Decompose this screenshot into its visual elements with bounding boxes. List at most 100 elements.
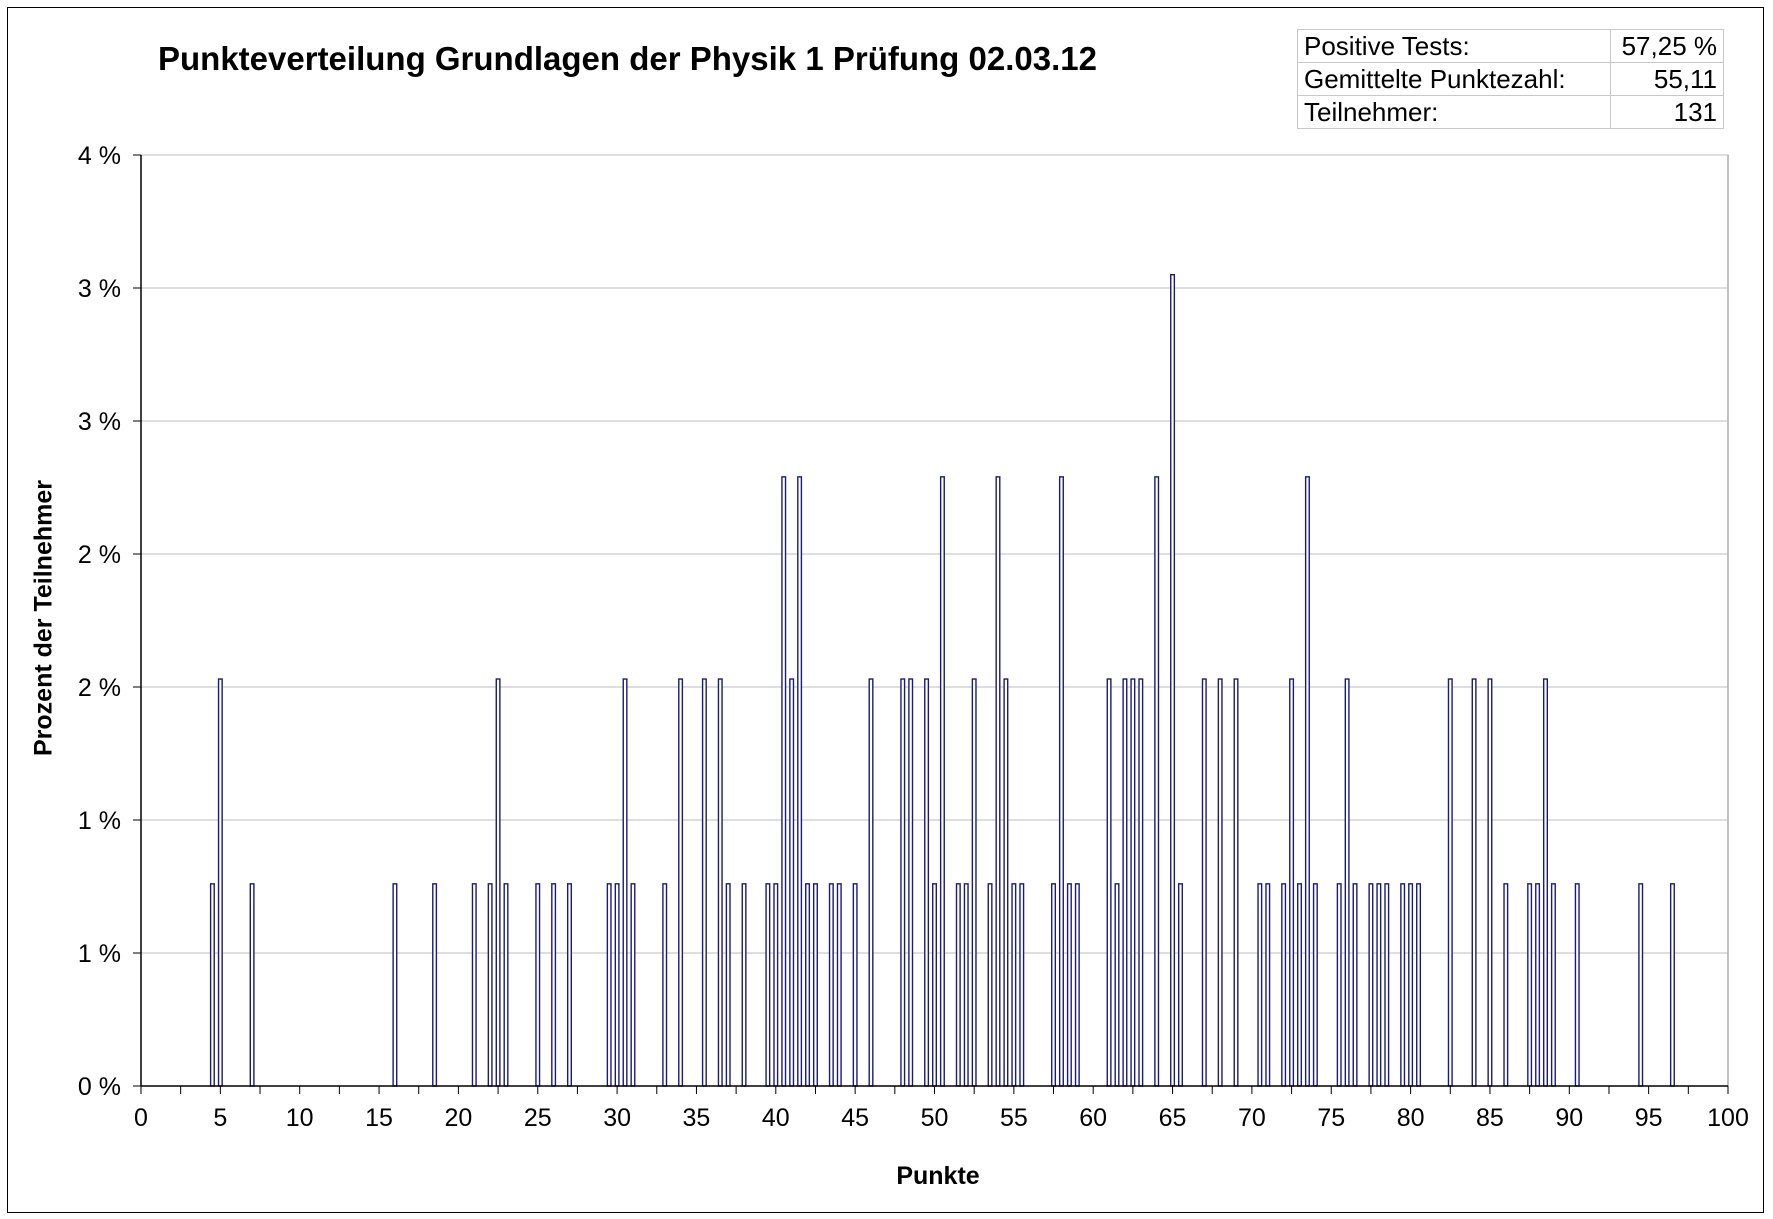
histogram-bar (1638, 883, 1644, 1087)
histogram-bar (987, 883, 993, 1087)
histogram-bar (630, 883, 636, 1087)
histogram-bar (717, 678, 723, 1087)
histogram-bar (1138, 678, 1144, 1087)
x-tick-label: 20 (444, 1104, 472, 1132)
histogram-bar (1066, 883, 1072, 1087)
histogram-bar (1201, 678, 1207, 1087)
histogram-bar (868, 678, 874, 1087)
y-tick-label: 3 % (78, 275, 121, 303)
y-tick-label: 1 % (78, 807, 121, 835)
histogram-bar (249, 883, 255, 1087)
stats-value: 131 (1610, 95, 1724, 129)
histogram-bar (1154, 476, 1160, 1087)
x-tick-label: 45 (841, 1104, 869, 1132)
x-tick-label: 50 (921, 1104, 949, 1132)
histogram-bar (1400, 883, 1406, 1087)
histogram-bar (566, 883, 572, 1087)
histogram-bar (1312, 883, 1318, 1087)
x-tick-label: 60 (1079, 1104, 1107, 1132)
x-tick-label: 55 (1000, 1104, 1028, 1132)
x-tick-label: 85 (1476, 1104, 1504, 1132)
stats-value: 55,11 (1610, 62, 1724, 96)
histogram-bar (614, 883, 620, 1087)
histogram-bar (1336, 883, 1342, 1087)
x-tick-label: 10 (286, 1104, 314, 1132)
histogram-bar (939, 476, 945, 1087)
y-tick-label: 0 % (78, 1073, 121, 1101)
histogram-bar (1265, 883, 1271, 1087)
histogram-bar (1384, 883, 1390, 1087)
histogram-bar (503, 883, 509, 1087)
histogram-bar (1019, 883, 1025, 1087)
histogram-bar (1416, 883, 1422, 1087)
histogram-bar (773, 883, 779, 1087)
histogram-bar (805, 883, 811, 1087)
y-tick-label: 2 % (78, 674, 121, 702)
histogram-bar (1281, 883, 1287, 1087)
histogram-bar (1487, 678, 1493, 1087)
histogram-bar (812, 883, 818, 1087)
histogram-bar (551, 883, 557, 1087)
histogram-bar (908, 678, 914, 1087)
histogram-bar (1011, 883, 1017, 1087)
x-tick-label: 40 (762, 1104, 790, 1132)
histogram-bar (955, 883, 961, 1087)
histogram-bar (995, 476, 1001, 1087)
histogram-bar (1114, 883, 1120, 1087)
histogram-bar (1574, 883, 1580, 1087)
histogram-bar (1408, 883, 1414, 1087)
histogram-bar (606, 883, 612, 1087)
histogram-bar (701, 678, 707, 1087)
histogram-bar (1233, 678, 1239, 1087)
histogram-bar (1669, 883, 1675, 1087)
histogram-bar (495, 678, 501, 1087)
histogram-bar (432, 883, 438, 1087)
histogram-bar (1471, 678, 1477, 1087)
x-tick-label: 70 (1238, 1104, 1266, 1132)
x-tick-label: 30 (603, 1104, 631, 1132)
stats-label: Teilnehmer: (1297, 95, 1611, 129)
x-tick-label: 0 (134, 1104, 148, 1132)
histogram-bar (535, 883, 541, 1087)
histogram-bar (1003, 678, 1009, 1087)
histogram-bar (836, 883, 842, 1087)
x-tick-label: 90 (1555, 1104, 1583, 1132)
histogram-bar (797, 476, 803, 1087)
x-tick-label: 75 (1317, 1104, 1345, 1132)
histogram-bar (1289, 678, 1295, 1087)
histogram-bar (1177, 883, 1183, 1087)
histogram-bar (662, 883, 668, 1087)
histogram-bar (1074, 883, 1080, 1087)
y-tick-label: 3 % (78, 408, 121, 436)
histogram-bar (1130, 678, 1136, 1087)
histogram-bar (1447, 678, 1453, 1087)
chart-title: Punkteverteilung Grundlagen der Physik 1… (158, 40, 1097, 77)
histogram-bar (852, 883, 858, 1087)
histogram-bar (900, 678, 906, 1087)
histogram-bar (209, 883, 215, 1087)
histogram-bar (1058, 476, 1064, 1087)
histogram-bar (725, 883, 731, 1087)
y-tick-label: 2 % (78, 541, 121, 569)
histogram-bar (1257, 883, 1263, 1087)
histogram-bar (1535, 883, 1541, 1087)
histogram-bar (678, 678, 684, 1087)
x-tick-label: 35 (683, 1104, 711, 1132)
histogram-bar (781, 476, 787, 1087)
histogram-bar (1304, 476, 1310, 1087)
stats-table: Positive Tests: 57,25 % Gemittelte Punkt… (1297, 29, 1724, 129)
histogram-bar (392, 883, 398, 1087)
histogram-bar (828, 883, 834, 1087)
histogram-bar (217, 678, 223, 1087)
histogram-bar (924, 678, 930, 1087)
histogram-bar (1106, 678, 1112, 1087)
x-tick-label: 100 (1707, 1104, 1749, 1132)
histogram-bar (1352, 883, 1358, 1087)
histogram-bar (1550, 883, 1556, 1087)
y-tick-label: 4 % (78, 142, 121, 170)
x-tick-label: 5 (213, 1104, 227, 1132)
stats-row-participants: Teilnehmer: 131 (1297, 95, 1724, 129)
histogram-bar (471, 883, 477, 1087)
histogram-bar (1344, 678, 1350, 1087)
histogram-bar (1542, 678, 1548, 1087)
